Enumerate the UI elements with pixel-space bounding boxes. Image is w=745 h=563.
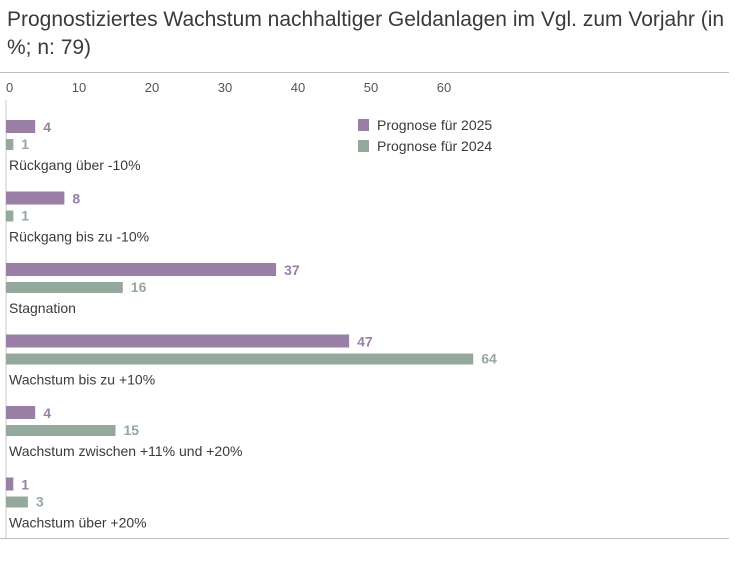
bar [6,353,474,365]
category-group: 41 Rückgang über -10% [6,119,141,173]
bar [6,282,123,293]
bar [6,210,14,222]
category-label: Rückgang über -10% [9,157,141,173]
bottom-divider [0,538,729,539]
bar [6,477,14,491]
x-tick-label: 30 [218,80,232,95]
x-tick-label: 10 [72,80,86,95]
category-group: 4 15 Wachstum zwischen +11% und +20% [6,405,242,459]
x-tick-label: 50 [364,80,378,95]
bar [6,334,350,348]
category-group: 47 64 Wachstum bis zu +10% [6,334,497,388]
data-label: 15 [124,422,140,438]
bar [6,263,277,276]
category-group: 13 Wachstum über +20% [6,477,147,531]
x-tick-label: 0 [6,80,13,95]
category-label: Wachstum zwischen +11% und +20% [9,443,242,459]
category-group: 37 16 Stagnation [6,262,300,316]
legend: Prognose für 2025 Prognose für 2024 [358,117,492,154]
category-group: 8 1 Rückgang bis zu -10% [6,191,149,245]
category-label: Stagnation [9,300,76,316]
legend-label: Prognose für 2024 [377,138,492,154]
legend-swatch [358,119,369,131]
bar [6,191,65,205]
x-tick-label: 60 [437,80,451,95]
bar [6,496,28,508]
bar [6,425,116,436]
data-label: 1 [21,208,29,224]
data-label: 4 [43,405,51,421]
data-label: 37 [284,262,300,278]
data-label: 4 [43,119,51,135]
category-label: Rückgang bis zu -10% [9,229,149,245]
data-label: 64 [481,351,497,367]
data-label: 16 [131,279,147,295]
x-tick-label: 40 [291,80,305,95]
category-label: Wachstum bis zu +10% [9,372,155,388]
x-tick-label: 20 [145,80,159,95]
data-label: 3 [36,494,44,510]
category-label: Wachstum über +20% [9,515,147,531]
top-divider [0,72,729,73]
x-axis-ticks: 0 10 20 30 40 50 60 [6,80,451,95]
data-label: 47 [357,334,373,350]
data-label: 8 [72,191,80,207]
legend-label: Prognose für 2025 [377,117,492,133]
data-label: 1 [21,136,29,152]
bar [6,120,36,133]
chart-title: Prognostiziertes Wachstum nachhaltiger G… [7,8,725,59]
legend-swatch [358,140,369,152]
data-label: 1 [21,477,29,493]
bar [6,139,14,150]
bar [6,406,36,419]
